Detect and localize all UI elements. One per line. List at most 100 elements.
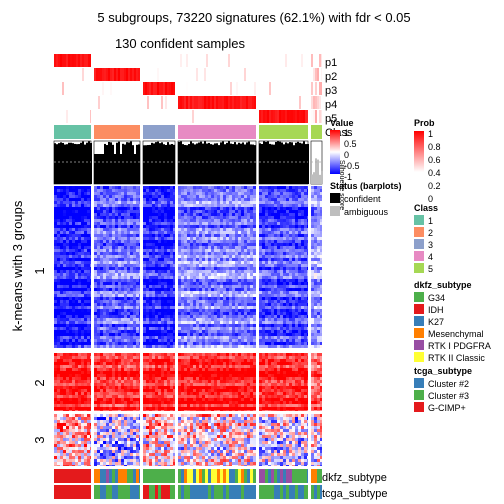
heatmap-cell: [87, 279, 90, 282]
prob-cell: [307, 54, 308, 67]
heatmap-cell: [241, 186, 244, 189]
heatmap-cell: [94, 195, 97, 198]
heatmap-cell: [196, 186, 199, 189]
heatmap-cell: [100, 330, 103, 333]
heatmap-cell: [244, 195, 247, 198]
heatmap-cell: [109, 246, 112, 249]
heatmap-cell: [271, 264, 274, 267]
heatmap-cell: [118, 276, 121, 279]
heatmap-cell: [118, 330, 121, 333]
heatmap-cell: [164, 228, 167, 231]
heatmap-cell: [223, 297, 226, 300]
heatmap-cell: [193, 321, 196, 324]
heatmap-cell: [274, 210, 277, 213]
prob-cell: [188, 82, 190, 95]
heatmap-cell: [247, 270, 250, 273]
heatmap-cell: [60, 243, 63, 246]
heatmap-cell: [130, 207, 133, 210]
prob-cell: [269, 82, 271, 95]
heatmap-cell: [72, 303, 75, 306]
heatmap-cell: [265, 267, 268, 270]
heatmap-cell: [87, 186, 90, 189]
heatmap-cell: [115, 252, 118, 255]
heatmap-cell: [292, 207, 295, 210]
heatmap-cell: [57, 318, 60, 321]
heatmap-cell: [253, 228, 256, 231]
heatmap-cell: [241, 237, 244, 240]
heatmap-cell: [121, 291, 124, 294]
heatmap-cell: [57, 255, 60, 258]
heatmap-cell: [220, 195, 223, 198]
heatmap-cell: [250, 219, 253, 222]
prob-cell: [242, 96, 244, 109]
prob-cell: [62, 110, 64, 123]
heatmap-cell: [112, 243, 115, 246]
heatmap-cell: [190, 222, 193, 225]
heatmap-cell: [289, 276, 292, 279]
heatmap-cell: [161, 294, 164, 297]
heatmap-cell: [139, 210, 140, 213]
heatmap-cell: [301, 195, 304, 198]
heatmap-cell: [109, 243, 112, 246]
heatmap-cell: [307, 186, 308, 189]
heatmap-cell: [127, 306, 130, 309]
heatmap-cell: [235, 285, 238, 288]
heatmap-cell: [121, 279, 124, 282]
prob-cell: [218, 54, 220, 67]
heatmap-cell: [317, 297, 320, 300]
heatmap-cell: [202, 243, 205, 246]
heatmap-cell: [208, 249, 211, 252]
heatmap-cell: [286, 300, 289, 303]
heatmap-cell: [238, 282, 241, 285]
heatmap-cell: [115, 189, 118, 192]
heatmap-cell: [161, 240, 164, 243]
heatmap-cell: [265, 237, 268, 240]
heatmap-cell: [217, 291, 220, 294]
heatmap-cell: [133, 252, 136, 255]
heatmap-cell: [196, 213, 199, 216]
heatmap-cell: [311, 204, 314, 207]
heatmap-cell: [244, 303, 247, 306]
heatmap-cell: [133, 195, 136, 198]
heatmap-cell: [250, 267, 253, 270]
heatmap-cell: [268, 186, 271, 189]
heatmap-cell: [164, 243, 167, 246]
heatmap-cell: [295, 282, 298, 285]
heatmap-cell: [304, 219, 307, 222]
heatmap-cell: [115, 315, 118, 318]
heatmap-cell: [78, 267, 81, 270]
heatmap-cell: [57, 204, 60, 207]
heatmap-cell: [289, 294, 292, 297]
heatmap-cell: [90, 264, 91, 267]
heatmap-cell: [136, 204, 139, 207]
heatmap-cell: [283, 309, 286, 312]
prob-cell: [82, 82, 84, 95]
heatmap-cell: [265, 285, 268, 288]
heatmap-cell: [121, 204, 124, 207]
heatmap-cell: [158, 291, 161, 294]
heatmap-cell: [158, 240, 161, 243]
heatmap-cell: [247, 225, 250, 228]
heatmap-cell: [280, 315, 283, 318]
heatmap-cell: [84, 213, 87, 216]
heatmap-cell: [97, 306, 100, 309]
heatmap-cell: [196, 198, 199, 201]
heatmap-cell: [124, 216, 127, 219]
heatmap-cell: [211, 207, 214, 210]
heatmap-cell: [295, 321, 298, 324]
heatmap-cell: [280, 255, 283, 258]
heatmap-cell: [103, 264, 106, 267]
heatmap-cell: [208, 288, 211, 291]
heatmap-cell: [217, 315, 220, 318]
heatmap-cell: [54, 201, 57, 204]
heatmap-cell: [181, 303, 184, 306]
heatmap-cell: [146, 267, 149, 270]
heatmap-cell: [127, 318, 130, 321]
heatmap-cell: [247, 213, 250, 216]
heatmap-cell: [133, 225, 136, 228]
heatmap-cell: [295, 279, 298, 282]
prob-cell: [321, 82, 322, 95]
heatmap-cell: [121, 237, 124, 240]
heatmap-cell: [244, 234, 247, 237]
heatmap-cell: [223, 309, 226, 312]
